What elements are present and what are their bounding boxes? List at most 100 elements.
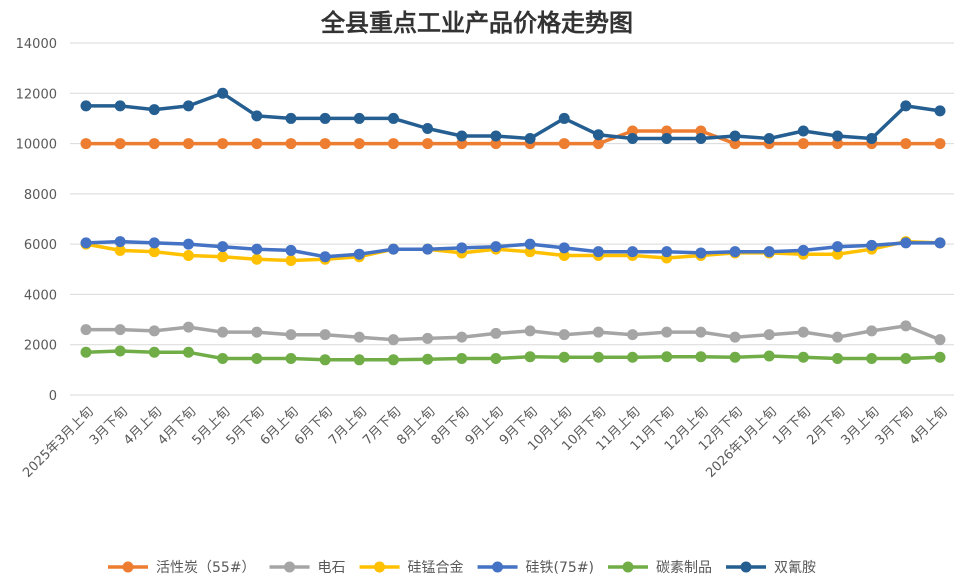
x-axis-ticks: 2025年3月上旬3月下旬4月上旬4月下旬5月上旬5月下旬6月上旬6月下旬7月上… (20, 404, 951, 481)
data-point (763, 329, 775, 341)
data-point (114, 345, 126, 357)
data-point (251, 110, 263, 122)
data-point (558, 249, 570, 261)
series-line (86, 129, 940, 146)
data-point (934, 334, 946, 346)
data-point (217, 251, 229, 263)
data-point (592, 326, 604, 338)
legend-marker (492, 561, 504, 573)
data-point (387, 138, 399, 150)
data-point (695, 247, 707, 259)
data-point (114, 138, 126, 150)
data-point (900, 100, 912, 112)
data-point (285, 244, 297, 256)
data-point (285, 353, 297, 365)
data-point (797, 351, 809, 363)
data-point (524, 351, 536, 363)
data-point (627, 246, 639, 258)
data-point (558, 242, 570, 254)
data-point (592, 246, 604, 258)
x-tick-label: 4月上旬 (907, 404, 951, 448)
data-point (558, 112, 570, 124)
data-point (353, 331, 365, 343)
chart-title: 全县重点工业产品价格走势图 (320, 8, 633, 37)
legend-label: 硅锰合金 (408, 560, 464, 576)
legend-label: 活性炭（55#） (156, 560, 256, 576)
data-point (217, 353, 229, 365)
data-point (319, 329, 331, 341)
data-point (319, 138, 331, 150)
y-tick-label: 8000 (24, 188, 57, 203)
data-point (353, 112, 365, 124)
data-point (182, 321, 194, 333)
data-point (524, 246, 536, 258)
data-point (490, 353, 502, 365)
data-point (114, 324, 126, 336)
data-point (900, 237, 912, 249)
data-point (797, 125, 809, 137)
legend: 活性炭（55#） 电石 硅锰合金 硅铁(75#) 碳素制品 双氰胺 (108, 560, 816, 576)
data-point (832, 353, 844, 365)
y-tick-label: 2000 (24, 339, 57, 354)
data-point (797, 244, 809, 256)
data-point (661, 326, 673, 338)
legend-label: 电石 (318, 560, 346, 576)
y-axis-ticks: 0 2000 4000 6000 8000 10000 12000 14000 (16, 37, 57, 404)
data-point (866, 133, 878, 145)
data-point (285, 254, 297, 266)
data-point (80, 237, 92, 249)
legend-marker (284, 561, 296, 573)
data-point (456, 331, 468, 343)
data-point (627, 351, 639, 363)
data-point (251, 326, 263, 338)
data-point (661, 351, 673, 363)
data-point (387, 334, 399, 346)
data-point (387, 354, 399, 366)
data-point (182, 249, 194, 261)
legend-item: 双氰胺 (726, 560, 816, 576)
data-point (353, 354, 365, 366)
data-point (456, 242, 468, 254)
data-point (456, 353, 468, 365)
legend-item: 电石 (269, 560, 346, 576)
y-tick-label: 4000 (24, 288, 57, 303)
data-point (558, 351, 570, 363)
y-tick-label: 14000 (16, 37, 57, 52)
data-point (763, 246, 775, 258)
data-point (422, 243, 434, 255)
data-point (353, 138, 365, 150)
data-point (353, 248, 365, 260)
data-point (387, 243, 399, 255)
data-point (182, 238, 194, 250)
gridlines (70, 42, 954, 396)
data-point (627, 133, 639, 145)
data-point (217, 138, 229, 150)
legend-label: 硅铁(75#) (526, 560, 594, 576)
data-point (387, 112, 399, 124)
data-point (661, 246, 673, 258)
data-point (422, 353, 434, 365)
data-point (319, 112, 331, 124)
legend-label: 碳素制品 (656, 560, 712, 576)
data-point (217, 87, 229, 99)
data-point (797, 138, 809, 150)
data-point (114, 244, 126, 256)
data-point (695, 326, 707, 338)
data-point (114, 236, 126, 248)
data-point (80, 138, 92, 150)
data-point (592, 138, 604, 150)
data-point (832, 241, 844, 253)
data-point (148, 346, 160, 358)
data-point (627, 329, 639, 341)
series-2 (80, 236, 946, 266)
data-point (251, 243, 263, 255)
series-line (86, 324, 941, 342)
data-point (558, 138, 570, 150)
data-point (456, 138, 468, 150)
series-line (85, 239, 940, 259)
data-point (524, 238, 536, 250)
y-tick-label: 6000 (24, 238, 57, 253)
data-point (832, 138, 844, 150)
data-point (251, 138, 263, 150)
